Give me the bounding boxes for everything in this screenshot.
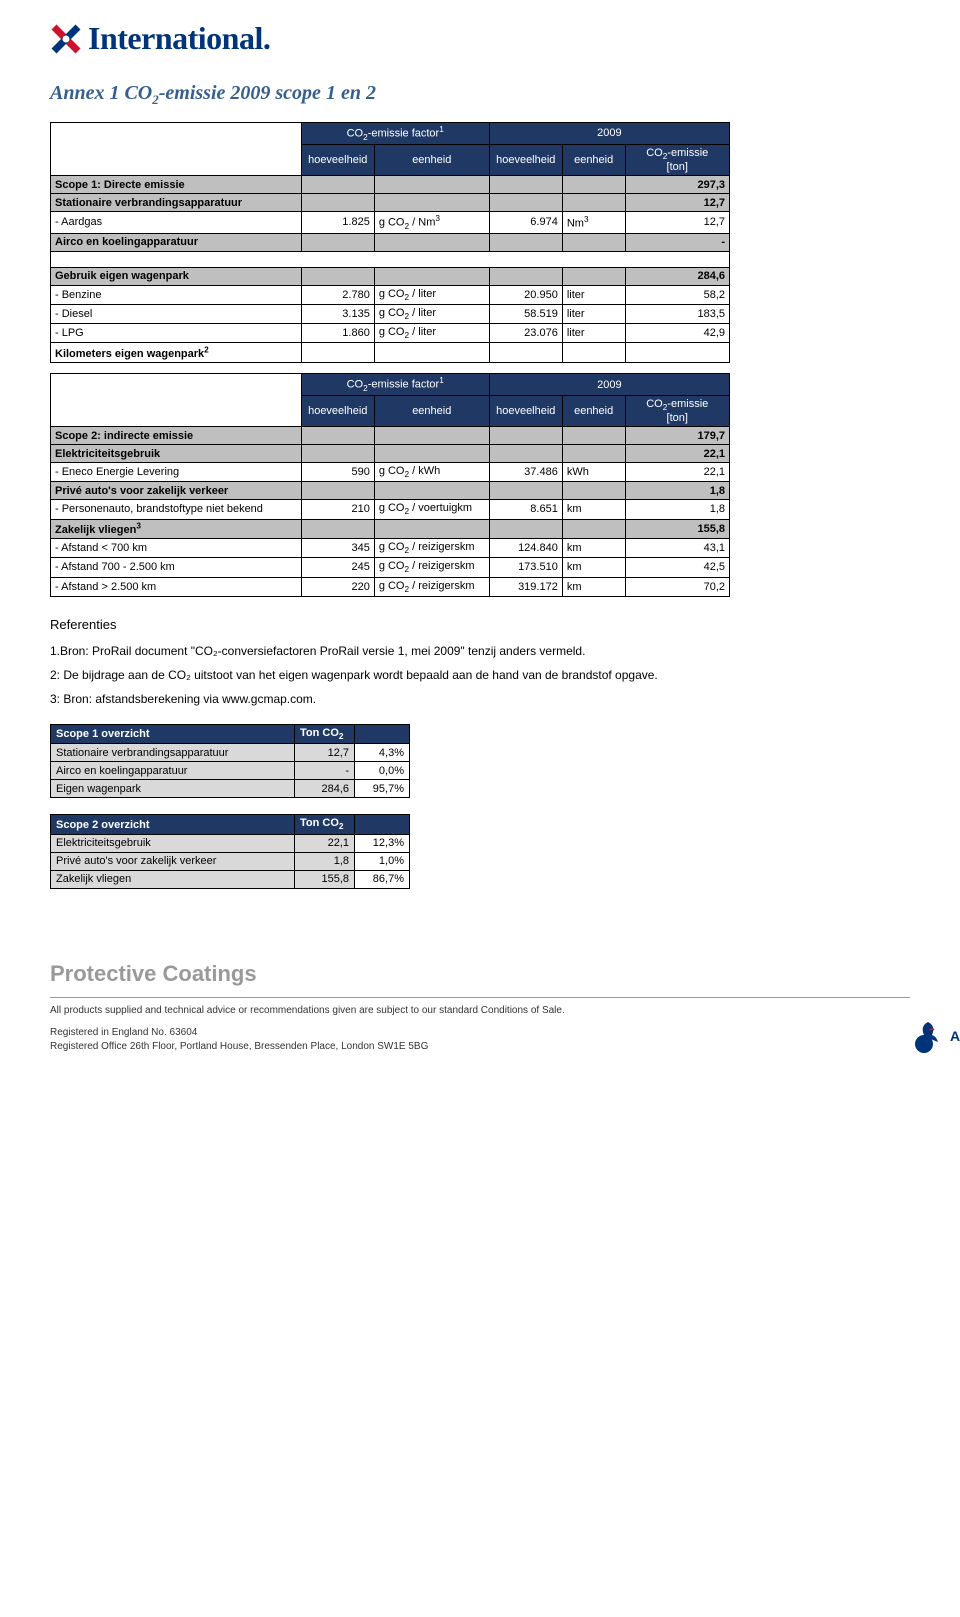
footer: Protective Coatings All products supplie…: [50, 959, 910, 1055]
th-eenh1: eenheid: [374, 144, 489, 175]
gebruik-label: Gebruik eigen wagenpark: [51, 267, 302, 285]
page-title: Annex 1 CO2-emissie 2009 scope 1 en 2: [50, 82, 910, 108]
r3-label: Airco en koelingapparatuur: [51, 233, 302, 251]
scope1-total: 297,3: [625, 176, 730, 194]
akzo-icon: [910, 1018, 946, 1054]
table-scope1: CO2-emissie factor1 2009 hoeveelheid een…: [50, 122, 730, 363]
references: Referenties 1.Bron: ProRail document "CO…: [50, 615, 730, 709]
th-emissie-factor: CO2-emissie factor1: [301, 123, 489, 145]
summary-scope2: Scope 2 overzicht Ton CO2 Elektriciteits…: [50, 814, 410, 888]
blank-cell: [51, 123, 302, 176]
reg1: Registered in England No. 63604: [50, 1026, 910, 1040]
refs-heading: Referenties: [50, 615, 730, 635]
x-logo-icon: [50, 23, 82, 55]
protective-coatings: Protective Coatings: [50, 959, 910, 990]
th-eenh2: eenheid: [562, 144, 625, 175]
brand-text: International.: [88, 20, 270, 57]
ref-3: 3: Bron: afstandsberekening via www.gcma…: [50, 690, 730, 708]
disclaimer: All products supplied and technical advi…: [50, 1004, 910, 1018]
r1-val: 12,7: [625, 194, 730, 212]
r1-label: Stationaire verbrandingsapparatuur: [51, 194, 302, 212]
th-year: 2009: [489, 123, 729, 145]
brand-header: International.: [50, 20, 910, 57]
th-hoev2: hoeveelheid: [489, 144, 562, 175]
th-emissie: CO2-emissie[ton]: [625, 144, 730, 175]
table-scope2: CO2-emissie factor1 2009 hoeveelheid een…: [50, 373, 730, 597]
summary-scope1: Scope 1 overzicht Ton CO2 Stationaire ve…: [50, 724, 410, 798]
reg2: Registered Office 26th Floor, Portland H…: [50, 1040, 910, 1054]
ref-1: 1.Bron: ProRail document "CO₂-conversief…: [50, 642, 730, 660]
akzo-logo: AkzoNobel: [910, 1018, 960, 1054]
ref-2: 2: De bijdrage aan de CO₂ uitstoot van h…: [50, 666, 730, 684]
r2-label: - Aardgas: [51, 212, 302, 234]
scope1-label: Scope 1: Directe emissie: [51, 176, 302, 194]
th-hoev1: hoeveelheid: [301, 144, 374, 175]
